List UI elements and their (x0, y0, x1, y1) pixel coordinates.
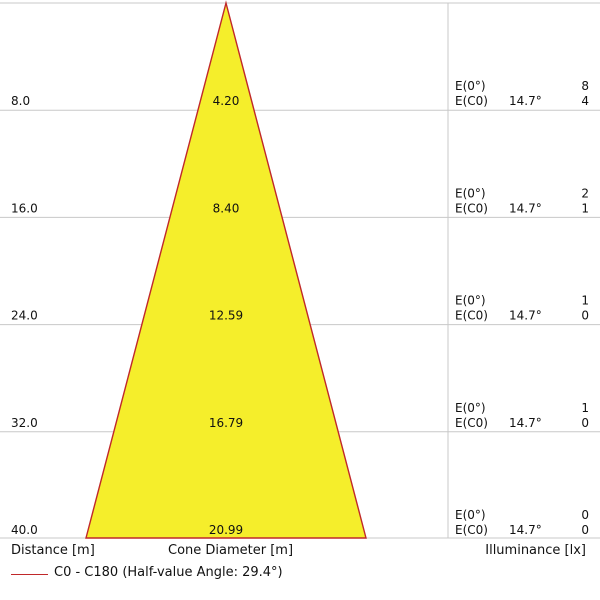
cone-diameter-axis-label: Cone Diameter [m] (168, 543, 294, 558)
distance-value: 40.0 (11, 523, 38, 537)
e0-value: 1 (581, 294, 589, 308)
ec0-value: 4 (581, 94, 589, 108)
distance-row: 16.0 8.40 E(0°) 2 E(C0) 14.7° 1 (11, 186, 589, 215)
light-cone (85, 0, 367, 539)
ec0-value: 1 (581, 201, 589, 215)
angle-value: 14.7° (509, 309, 542, 323)
legend-label: C0 - C180 (Half-value Angle: 29.4°) (54, 565, 283, 580)
e0-value: 2 (581, 186, 589, 200)
e0-label: E(0°) (455, 294, 486, 308)
distance-row: 24.0 12.59 E(0°) 1 E(C0) 14.7° 0 (11, 294, 589, 323)
ec0-value: 0 (581, 309, 589, 323)
e0-label: E(0°) (455, 186, 486, 200)
angle-value: 14.7° (509, 94, 542, 108)
e0-value: 1 (581, 401, 589, 415)
cone-diameter-value: 12.59 (209, 309, 243, 323)
legend-line-swatch (11, 574, 48, 575)
ec0-label: E(C0) (455, 416, 488, 430)
row-labels: 8.0 4.20 E(0°) 8 E(C0) 14.7° 4 16.0 8.40 E(0°) 2 E(… (11, 79, 589, 537)
distance-value: 24.0 (11, 309, 38, 323)
cone-diameter-value: 4.20 (213, 94, 240, 108)
distance-row: 32.0 16.79 E(0°) 1 E(C0) 14.7° 0 (11, 401, 589, 430)
distance-row: 8.0 4.20 E(0°) 8 E(C0) 14.7° 4 (11, 79, 589, 108)
illuminance-axis-label: Illuminance [lx] (485, 543, 586, 558)
e0-label: E(0°) (455, 79, 486, 93)
distance-value: 8.0 (11, 94, 30, 108)
axis-labels: Distance [m] Cone Diameter [m] Illuminan… (0, 543, 600, 563)
distance-value: 16.0 (11, 201, 38, 215)
angle-value: 14.7° (509, 523, 542, 537)
angle-value: 14.7° (509, 416, 542, 430)
ec0-value: 0 (581, 416, 589, 430)
angle-value: 14.7° (509, 201, 542, 215)
ec0-label: E(C0) (455, 201, 488, 215)
ec0-label: E(C0) (455, 309, 488, 323)
e0-label: E(0°) (455, 401, 486, 415)
cone-diameter-value: 8.40 (213, 201, 240, 215)
e0-value: 8 (581, 79, 589, 93)
ec0-label: E(C0) (455, 94, 488, 108)
e0-label: E(0°) (455, 508, 486, 522)
legend: C0 - C180 (Half-value Angle: 29.4°) (0, 565, 600, 585)
distance-axis-label: Distance [m] (11, 543, 95, 558)
cone-diameter-value: 20.99 (209, 523, 243, 537)
distance-value: 32.0 (11, 416, 38, 430)
distance-row: 40.0 20.99 E(0°) 0 E(C0) 14.7° 0 (11, 508, 589, 537)
cone-diameter-value: 16.79 (209, 416, 243, 430)
e0-value: 0 (581, 508, 589, 522)
ec0-value: 0 (581, 523, 589, 537)
ec0-label: E(C0) (455, 523, 488, 537)
